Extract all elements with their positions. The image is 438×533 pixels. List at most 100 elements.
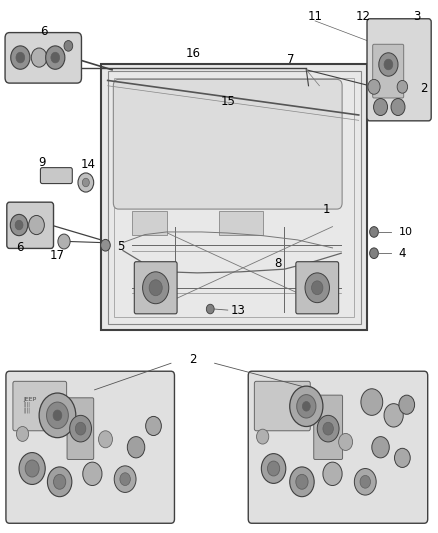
Circle shape	[149, 280, 162, 296]
Text: 5: 5	[117, 240, 124, 253]
FancyBboxPatch shape	[367, 19, 431, 121]
Text: 2: 2	[189, 353, 197, 366]
Circle shape	[58, 234, 70, 249]
Circle shape	[268, 461, 280, 476]
Polygon shape	[101, 64, 367, 330]
FancyBboxPatch shape	[13, 381, 67, 431]
Circle shape	[101, 239, 110, 251]
Circle shape	[361, 389, 383, 415]
FancyBboxPatch shape	[40, 167, 72, 183]
Text: 4: 4	[399, 247, 406, 260]
Circle shape	[370, 227, 378, 237]
Text: 13: 13	[230, 304, 245, 317]
Text: 16: 16	[185, 47, 200, 60]
Bar	[132, 211, 166, 235]
Circle shape	[379, 53, 398, 76]
FancyBboxPatch shape	[248, 371, 427, 523]
Circle shape	[143, 272, 169, 304]
Circle shape	[47, 467, 72, 497]
Bar	[219, 211, 263, 235]
Text: 6: 6	[17, 241, 24, 254]
Circle shape	[28, 215, 44, 235]
Circle shape	[15, 220, 23, 230]
Circle shape	[302, 401, 310, 411]
FancyBboxPatch shape	[67, 398, 94, 459]
Circle shape	[83, 462, 102, 486]
Circle shape	[16, 52, 25, 63]
Circle shape	[261, 454, 286, 483]
Text: 1: 1	[322, 203, 330, 215]
Circle shape	[206, 304, 214, 314]
Text: 10: 10	[399, 227, 413, 237]
Text: ||||: ||||	[23, 402, 30, 407]
Circle shape	[372, 437, 389, 458]
Circle shape	[397, 80, 408, 93]
Text: 14: 14	[81, 158, 95, 171]
Circle shape	[51, 52, 60, 63]
Circle shape	[78, 173, 94, 192]
Circle shape	[360, 475, 371, 488]
Circle shape	[64, 41, 73, 51]
FancyBboxPatch shape	[134, 262, 177, 314]
Circle shape	[39, 393, 76, 438]
Circle shape	[339, 433, 353, 450]
Text: JEEP: JEEP	[23, 397, 37, 402]
Text: 3: 3	[413, 10, 420, 23]
Circle shape	[290, 467, 314, 497]
FancyBboxPatch shape	[314, 395, 343, 459]
Circle shape	[374, 99, 388, 116]
FancyBboxPatch shape	[113, 79, 342, 209]
Circle shape	[297, 394, 316, 418]
Text: 6: 6	[41, 25, 48, 38]
Text: 12: 12	[356, 10, 371, 23]
Circle shape	[399, 395, 415, 414]
Text: 7: 7	[287, 53, 295, 66]
Text: 11: 11	[307, 10, 322, 23]
Text: 2: 2	[420, 82, 428, 95]
FancyBboxPatch shape	[7, 202, 53, 248]
FancyBboxPatch shape	[296, 262, 339, 314]
Circle shape	[296, 474, 308, 489]
FancyBboxPatch shape	[6, 371, 174, 523]
Circle shape	[31, 48, 47, 67]
Circle shape	[53, 410, 62, 421]
Circle shape	[354, 469, 376, 495]
Circle shape	[53, 474, 66, 489]
Circle shape	[290, 386, 323, 426]
Text: 9: 9	[39, 156, 46, 169]
Circle shape	[75, 422, 86, 435]
Circle shape	[70, 415, 92, 442]
Circle shape	[323, 422, 333, 435]
Text: 17: 17	[50, 249, 65, 262]
Circle shape	[127, 437, 145, 458]
Circle shape	[370, 248, 378, 259]
Circle shape	[46, 46, 65, 69]
Circle shape	[395, 448, 410, 467]
Circle shape	[46, 402, 68, 429]
FancyBboxPatch shape	[254, 381, 310, 431]
Circle shape	[19, 453, 45, 484]
Circle shape	[384, 59, 393, 70]
FancyBboxPatch shape	[373, 44, 404, 98]
Circle shape	[391, 99, 405, 116]
Circle shape	[11, 214, 28, 236]
Circle shape	[384, 403, 403, 427]
Text: ||||: ||||	[23, 407, 30, 413]
Circle shape	[11, 46, 30, 69]
FancyBboxPatch shape	[5, 33, 81, 83]
Text: 8: 8	[274, 257, 282, 270]
Circle shape	[114, 466, 136, 492]
Circle shape	[323, 462, 342, 486]
Circle shape	[146, 416, 161, 435]
Circle shape	[25, 460, 39, 477]
Circle shape	[317, 415, 339, 442]
Circle shape	[120, 473, 131, 486]
Circle shape	[82, 178, 89, 187]
Circle shape	[257, 429, 269, 444]
Circle shape	[368, 79, 380, 94]
Circle shape	[99, 431, 113, 448]
Circle shape	[305, 273, 329, 303]
Circle shape	[16, 426, 28, 441]
Text: 15: 15	[220, 95, 235, 108]
Circle shape	[311, 281, 323, 295]
